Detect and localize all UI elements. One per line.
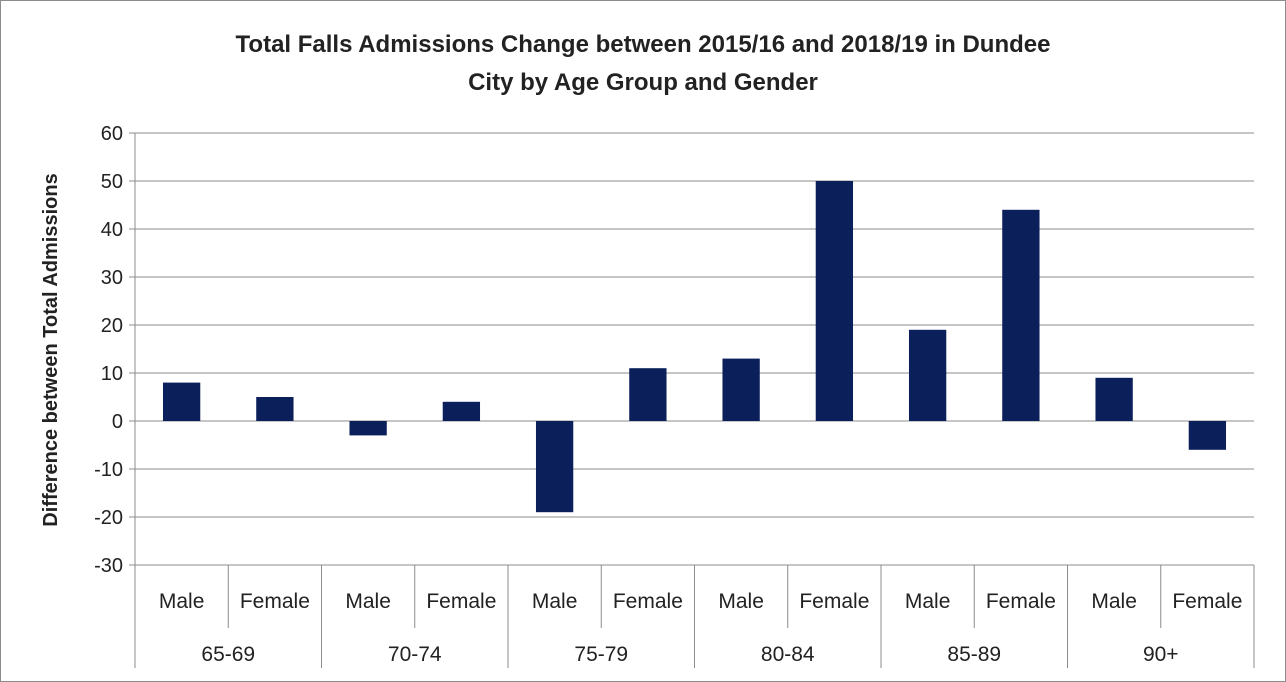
bar — [535, 421, 574, 513]
bar — [722, 358, 760, 421]
x-tick-label-age-group: 65-69 — [201, 643, 255, 666]
bar — [908, 329, 947, 421]
y-tick-label: 30 — [101, 267, 123, 289]
chart-title-line-2: City by Age Group and Gender — [468, 69, 818, 96]
x-tick-label-age-group: 80-84 — [761, 643, 815, 666]
chart-title-line-1: Total Falls Admissions Change between 20… — [235, 31, 1051, 58]
x-tick-label-gender: Female — [986, 590, 1056, 613]
x-tick-label-age-group: 90+ — [1143, 643, 1179, 666]
chart-title: Total Falls Admissions Change between 20… — [0, 26, 1286, 102]
x-tick-label-age-group: 70-74 — [388, 643, 442, 666]
y-axis-ticks: 60 50 40 30 20 10 0 -10 -20 -30 — [94, 123, 123, 577]
x-axis: Male Female Male Female Male Female Male Female… — [134, 565, 1255, 668]
y-tick-label: -20 — [94, 507, 123, 529]
x-tick-label-age-group: 85-89 — [947, 643, 1001, 666]
x-tick-label-gender: Male — [159, 590, 205, 613]
bar — [815, 181, 854, 421]
bars — [162, 181, 1227, 513]
x-tick-label-gender: Male — [1091, 590, 1137, 613]
y-tick-label: 20 — [101, 315, 123, 337]
x-tick-label-gender: Female — [240, 590, 310, 613]
y-tick-label: 10 — [101, 363, 123, 385]
y-tick-label: 50 — [101, 171, 123, 193]
bar — [256, 397, 294, 421]
gridlines — [129, 132, 1254, 566]
x-tick-label-gender: Male — [345, 590, 391, 613]
bar — [1002, 209, 1040, 421]
x-tick-label-age-group: 75-79 — [574, 643, 628, 666]
x-tick-label-gender: Female — [426, 590, 496, 613]
bar — [1095, 377, 1133, 421]
y-tick-label: -10 — [94, 459, 123, 481]
y-tick-label: 40 — [101, 219, 123, 241]
y-tick-label: 60 — [101, 123, 123, 145]
x-tick-label-gender: Female — [799, 590, 869, 613]
x-tick-label-gender: Male — [905, 590, 951, 613]
x-tick-label-gender: Male — [718, 590, 764, 613]
y-tick-label: 0 — [112, 411, 123, 433]
bar — [629, 368, 667, 421]
x-tick-label-gender: Female — [613, 590, 683, 613]
x-tick-label-gender: Male — [532, 590, 578, 613]
y-tick-label: -30 — [94, 555, 123, 577]
bar — [162, 382, 201, 421]
bar — [349, 421, 387, 436]
bar — [1188, 421, 1227, 450]
y-axis-label: Difference between Total Admissions — [40, 173, 62, 526]
x-tick-label-gender: Female — [1172, 590, 1242, 613]
bar — [442, 401, 481, 421]
